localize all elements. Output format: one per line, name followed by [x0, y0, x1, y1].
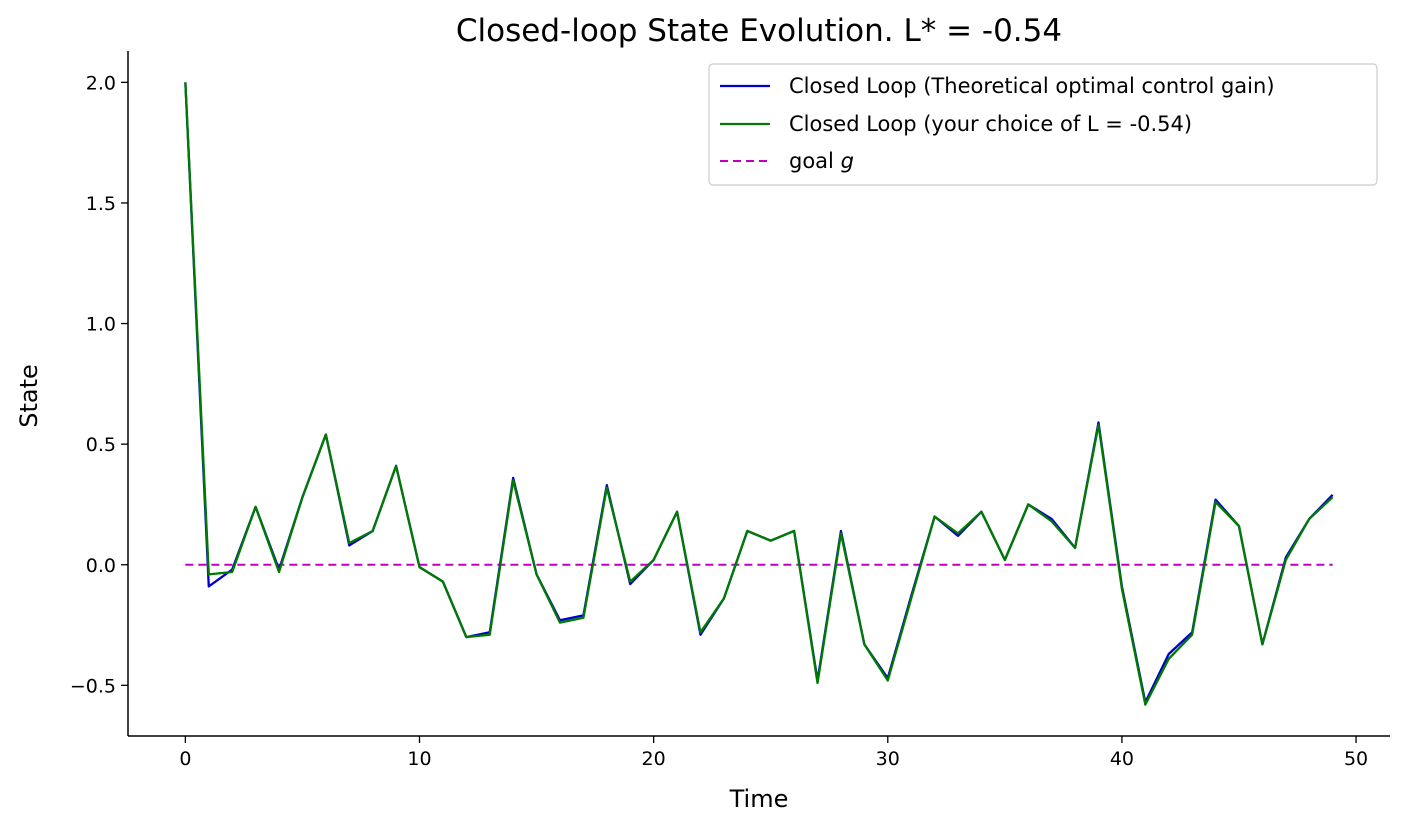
legend-label-goal-symbol: g — [841, 149, 854, 173]
legend: Closed Loop (Theoretical optimal control… — [708, 63, 1378, 186]
y-tick-label: 0.0 — [86, 555, 116, 577]
y-axis-label: State — [15, 364, 43, 428]
y-tick-label: 2.0 — [86, 72, 116, 94]
x-tick-label: 50 — [1344, 748, 1368, 770]
x-tick-label: 20 — [642, 748, 666, 770]
chart-title: Closed-loop State Evolution. L* = -0.54 — [456, 13, 1062, 49]
series-line-your-choice — [184, 82, 1334, 706]
legend-label-theoretical: Closed Loop (Theoretical optimal control… — [789, 74, 1275, 98]
x-axis-label: Time — [729, 785, 789, 813]
x-tick-label: 40 — [1110, 748, 1134, 770]
y-tick-label: −0.5 — [70, 675, 116, 697]
plot-area — [184, 82, 1334, 706]
x-tick-label: 10 — [407, 748, 431, 770]
legend-label-goal: goal g — [789, 149, 854, 173]
x-tick-label: 0 — [179, 748, 191, 770]
legend-label-your-choice: Closed Loop (your choice of L = -0.54) — [789, 112, 1192, 136]
x-tick-label: 30 — [876, 748, 900, 770]
legend-label-goal-prefix: goal — [789, 149, 841, 173]
y-tick-label: 0.5 — [86, 434, 116, 456]
legend-frame — [708, 63, 1378, 186]
y-tick-label: 1.5 — [86, 193, 116, 215]
x-axis-ticks: 0 10 20 30 40 50 — [179, 736, 1368, 770]
y-tick-label: 1.0 — [86, 314, 116, 336]
y-axis-ticks: −0.5 0.0 0.5 1.0 1.5 2.0 — [70, 72, 128, 697]
